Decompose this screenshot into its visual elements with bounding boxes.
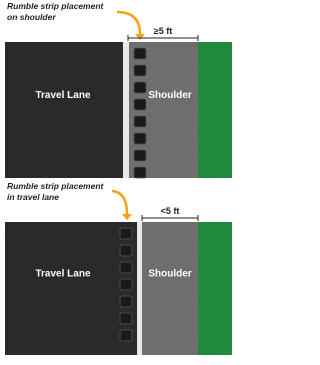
- dimension-label: ≥5 ft: [154, 26, 172, 36]
- rumble-strip: [133, 81, 147, 94]
- shoulder-label: Shoulder: [148, 269, 191, 280]
- shoulder-label: Shoulder: [148, 90, 191, 101]
- travel-lane: [5, 222, 137, 355]
- caption: Rumble strip placement: [7, 1, 105, 11]
- arrow-head: [135, 34, 145, 40]
- rumble-strip: [133, 149, 147, 162]
- rumble-strip: [119, 278, 133, 291]
- rumble-strip: [119, 312, 133, 325]
- grass: [198, 42, 232, 178]
- rumble-strip: [133, 132, 147, 145]
- rumble-strip: [119, 244, 133, 257]
- caption: Rumble strip placement: [7, 181, 105, 191]
- lane-label: Travel Lane: [35, 269, 90, 280]
- travel-lane: [5, 42, 123, 178]
- arrow: [111, 189, 129, 215]
- rumble-strip: [133, 166, 147, 179]
- arrow-head: [122, 214, 132, 220]
- rumble-strip: [133, 64, 147, 77]
- caption: on shoulder: [7, 12, 56, 22]
- lane-label: Travel Lane: [35, 90, 90, 101]
- arrow: [116, 10, 142, 35]
- rumble-strip: [133, 98, 147, 111]
- rumble-strip: [119, 227, 133, 240]
- rumble-strip: [119, 261, 133, 274]
- rumble-strip: [119, 329, 133, 342]
- grass: [198, 222, 232, 355]
- white-line: [137, 222, 142, 355]
- rumble-strip: [119, 295, 133, 308]
- caption: in travel lane: [7, 192, 59, 202]
- rumble-strip: [133, 47, 147, 60]
- dimension-label: <5 ft: [161, 206, 180, 216]
- white-line: [123, 42, 129, 178]
- shoulder: [142, 222, 198, 355]
- rumble-strip: [133, 115, 147, 128]
